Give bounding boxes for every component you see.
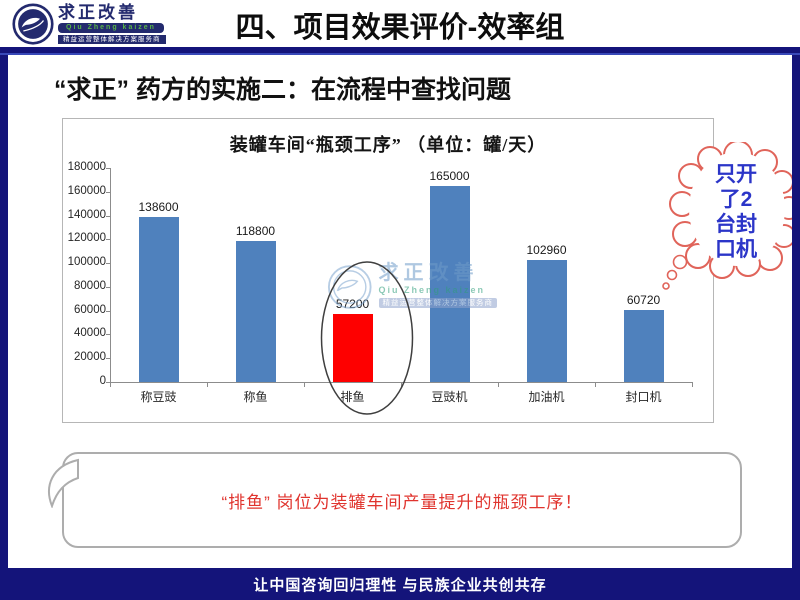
logo-brand-en: Qiu Zheng kaizen — [58, 23, 164, 33]
x-category-label: 豆豉机 — [431, 390, 468, 404]
logo-tagline: 精益运营整体解决方案服务商 — [58, 35, 166, 44]
x-tick-mark — [498, 383, 499, 387]
x-tick-mark — [110, 383, 111, 387]
x-category-label: 排鱼 — [340, 390, 365, 404]
y-tick-mark — [106, 310, 110, 312]
x-tick-mark — [692, 383, 693, 387]
left-frame-border — [0, 47, 8, 600]
bar-value-label: 60720 — [626, 292, 661, 307]
header: 求正改善 Qiu Zheng kaizen 精益运营整体解决方案服务商 四、项目… — [0, 0, 800, 47]
bar-value-label: 102960 — [526, 242, 567, 257]
y-tick-label: 160000 — [67, 184, 106, 197]
right-frame-border — [792, 47, 800, 600]
y-tick-label: 140000 — [67, 208, 106, 221]
y-tick-mark — [106, 334, 110, 336]
thought-trail-bubbles — [662, 254, 688, 290]
y-tick-label: 40000 — [74, 327, 106, 340]
y-tick-mark — [106, 382, 110, 383]
bar — [235, 240, 276, 382]
cloud-line: 只开 — [715, 163, 757, 186]
x-tick-mark — [207, 383, 208, 387]
bar-slot: 165000 — [401, 168, 498, 382]
bar-slot: 57200 — [304, 168, 401, 382]
y-tick-mark — [106, 263, 110, 265]
y-tick-label: 100000 — [67, 256, 106, 269]
watermark-brand: 求正改善 — [378, 262, 479, 284]
bar — [623, 309, 664, 382]
watermark-text: 求正改善 Qiu Zheng kaizen 精益运营整体解决方案服务商 — [378, 262, 497, 308]
logo: 求正改善 Qiu Zheng kaizen 精益运营整体解决方案服务商 — [12, 3, 166, 45]
footer-text: 让中国咨询回归理性 与民族企业共创共存 — [253, 576, 547, 594]
y-tick-mark — [106, 358, 110, 360]
y-tick-label: 60000 — [74, 303, 106, 316]
chart: 装罐车间“瓶颈工序” （单位：罐/天） 0 20000 40000 60000 8000… — [62, 118, 714, 423]
bar-value-label: 165000 — [429, 168, 470, 183]
x-category-labels: 称豆豉 称鱼 排鱼 豆豉机 加油机 封口机 — [110, 388, 692, 405]
thought-bubble-text: 只开 了2 台封 口机 — [690, 162, 782, 262]
slide-title: “求正” 药方的实施二：在流程中查找问题 — [54, 76, 511, 104]
y-tick-mark — [106, 215, 110, 217]
x-tick-mark — [304, 383, 305, 387]
y-tick-label: 120000 — [67, 232, 106, 245]
cloud-line: 台封 — [715, 213, 757, 236]
bottom-callout: “排鱼” 岗位为装罐车间产量提升的瓶颈工序！ — [48, 452, 742, 548]
bar — [526, 259, 567, 382]
bottom-callout-text: “排鱼” 岗位为装罐车间产量提升的瓶颈工序！ — [221, 492, 583, 512]
x-tick-mark — [595, 383, 596, 387]
y-tick-mark — [106, 239, 110, 241]
x-category-label: 称豆豉 — [140, 390, 177, 404]
bar-slot: 60720 — [595, 168, 692, 382]
x-category-label: 称鱼 — [243, 390, 268, 404]
bar-value-label: 118800 — [235, 223, 276, 238]
x-tick-mark — [401, 383, 402, 387]
x-category-label: 加油机 — [528, 390, 565, 404]
header-divider — [0, 47, 800, 55]
chart-title: 装罐车间“瓶颈工序” （单位：罐/天） — [229, 135, 547, 155]
logo-brand: 求正改善 — [58, 3, 138, 22]
bar-groups: 138600 118800 57200 165000 102960 60720 — [110, 168, 692, 382]
cloud-line: 了2 — [719, 188, 753, 211]
logo-text: 求正改善 Qiu Zheng kaizen 精益运营整体解决方案服务商 — [58, 3, 166, 44]
thought-bubble: 只开 了2 台封 口机 — [660, 142, 798, 306]
y-tick-label: 180000 — [67, 161, 106, 173]
x-category-label: 封口机 — [625, 390, 662, 404]
logo-emblem-icon — [12, 3, 54, 45]
bar-value-label: 138600 — [138, 200, 179, 215]
bar-slot: 118800 — [207, 168, 304, 382]
footer: 让中国咨询回归理性 与民族企业共创共存 — [0, 568, 800, 600]
y-tick-label: 80000 — [74, 279, 106, 292]
y-axis — [110, 168, 111, 383]
watermark-brand-en: Qiu Zheng kaizen — [378, 285, 486, 295]
y-tick-label: 0 — [99, 375, 106, 387]
callout-tail — [48, 458, 79, 508]
bar — [332, 314, 373, 382]
watermark-tagline: 精益运营整体解决方案服务商 — [378, 298, 497, 308]
bar-slot: 102960 — [498, 168, 595, 382]
bar-slot: 138600 — [110, 168, 207, 382]
cloud-line: 口机 — [715, 238, 757, 261]
y-tick-label: 20000 — [74, 351, 106, 364]
highlight-ellipse — [320, 261, 414, 415]
y-tick-mark — [106, 168, 110, 169]
y-tick-mark — [106, 286, 110, 288]
header-title: 四、项目效果评价-效率组 — [235, 12, 565, 44]
bar — [429, 185, 470, 382]
bar — [138, 217, 179, 382]
y-tick-mark — [106, 191, 110, 193]
x-axis — [110, 382, 693, 383]
